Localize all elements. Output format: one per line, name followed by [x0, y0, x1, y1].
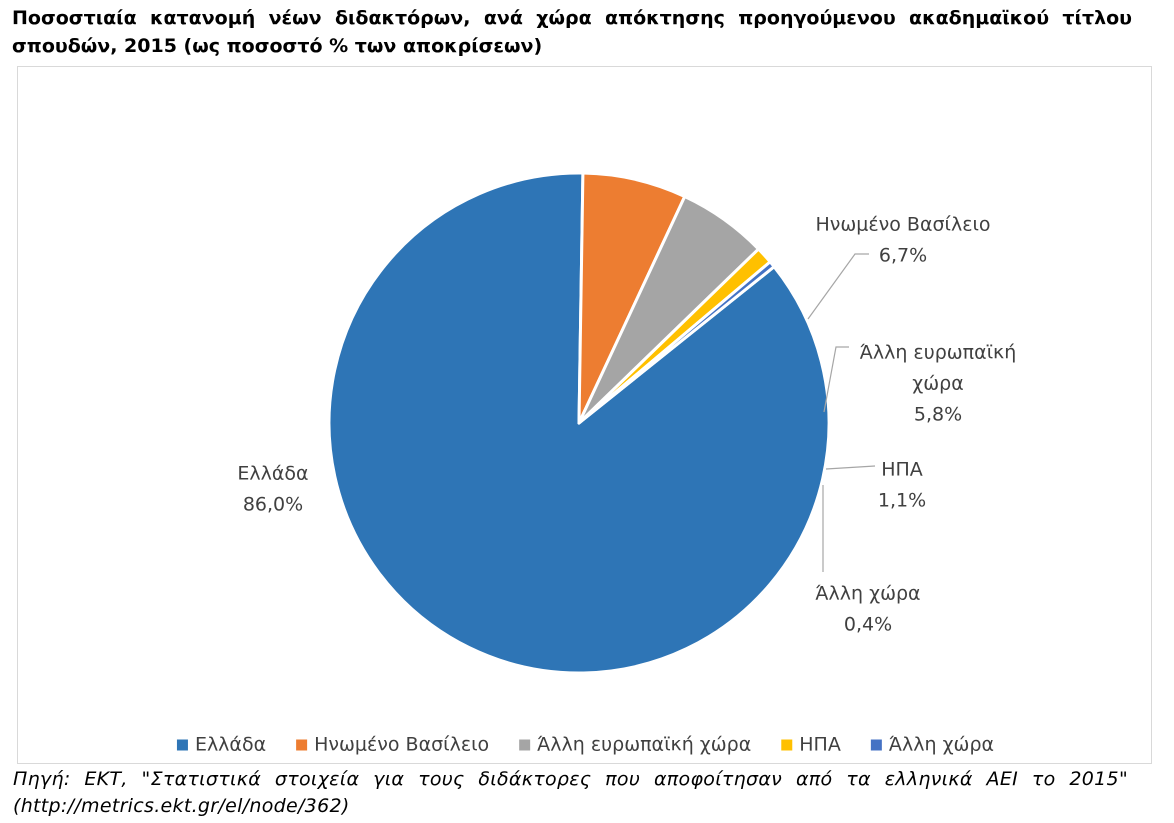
data-label-slice-2: Άλλη ευρωπαϊκή χώρα 5,8% — [860, 342, 1017, 426]
data-label-category: Ηνωμένο Βασίλειο — [815, 214, 990, 236]
legend-swatch — [781, 739, 793, 751]
legend-label: Ελλάδα — [195, 734, 266, 756]
data-label-value: 1,1% — [878, 490, 926, 512]
data-label-value: 5,8% — [914, 404, 962, 426]
data-label-category: Άλλη χώρα — [815, 583, 920, 605]
source-note: Πηγή: ΕΚΤ, "Στατιστικά στοιχεία για τους… — [13, 768, 1128, 817]
data-label-slice-3: ΗΠΑ 1,1% — [878, 459, 926, 512]
legend-item-slice-1[interactable]: Ηνωμένο Βασίλειο — [296, 734, 489, 756]
leader-line-slice-2 — [823, 346, 849, 413]
pie-slice-4[interactable] — [577, 260, 776, 425]
data-label-category: χώρα — [912, 373, 963, 395]
legend-swatch — [519, 739, 531, 751]
data-label-value: 0,4% — [844, 614, 892, 636]
data-label-slice-4: Άλλη χώρα 0,4% — [815, 583, 920, 636]
data-label-slice-0: Ελλάδα 86,0% — [237, 463, 308, 516]
data-label-category: ΗΠΑ — [881, 459, 923, 481]
legend-swatch — [870, 739, 882, 751]
legend-swatch — [296, 739, 308, 751]
chart-title: Ποσοστιαία κατανομή νέων διδακτόρων, ανά… — [12, 7, 1132, 57]
pie-chart: Ελλάδα 86,0% Ηνωμένο Βασίλειο 6,7% Άλλη ευρω… — [176, 171, 1017, 756]
legend-swatch — [176, 739, 188, 751]
legend-label: ΗΠΑ — [799, 734, 841, 756]
data-label-value: 86,0% — [243, 494, 303, 516]
data-label-category: Ελλάδα — [237, 463, 308, 485]
legend-label: Άλλη χώρα — [889, 734, 994, 756]
legend-item-slice-4[interactable]: Άλλη χώρα — [870, 734, 994, 756]
leader-line-slice-3 — [825, 465, 876, 470]
leader-line-slice-1 — [807, 253, 869, 320]
legend-label: Άλλη ευρωπαϊκή χώρα — [537, 734, 751, 756]
legend-item-slice-3[interactable]: ΗΠΑ — [781, 734, 841, 756]
data-label-value: 6,7% — [879, 245, 927, 267]
legend-item-slice-2[interactable]: Άλλη ευρωπαϊκή χώρα — [519, 734, 751, 756]
legend-item-slice-0[interactable]: Ελλάδα — [176, 734, 266, 756]
legend-label: Ηνωμένο Βασίλειο — [314, 734, 489, 756]
data-label-category: Άλλη ευρωπαϊκή — [860, 342, 1017, 364]
chart-area: Ελλάδα 86,0% Ηνωμένο Βασίλειο 6,7% Άλλη ευρω… — [17, 66, 1152, 764]
data-label-slice-1: Ηνωμένο Βασίλειο 6,7% — [815, 214, 990, 267]
